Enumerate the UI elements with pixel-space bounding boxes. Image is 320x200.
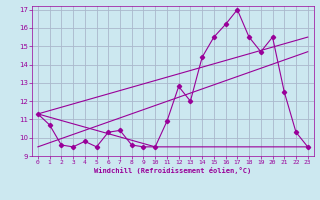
X-axis label: Windchill (Refroidissement éolien,°C): Windchill (Refroidissement éolien,°C)	[94, 167, 252, 174]
